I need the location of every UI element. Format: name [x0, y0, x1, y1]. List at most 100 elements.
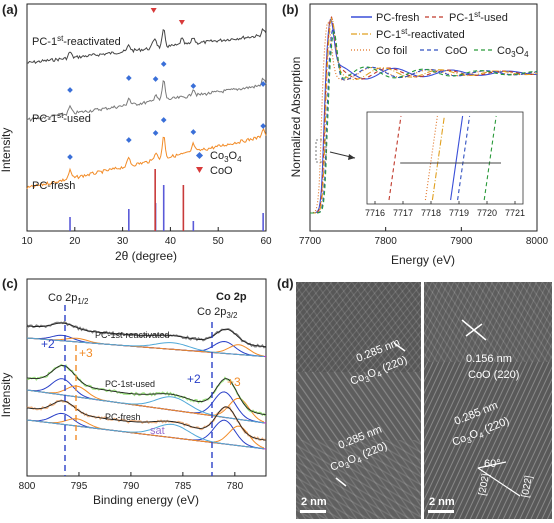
inset-ticklabel-7720: 7720	[477, 208, 497, 218]
inset-line-3	[450, 115, 464, 201]
inset-ticklabel-7718: 7718	[421, 208, 441, 218]
tem-left-d1-marker	[393, 342, 406, 352]
panel-a-legend: Co3O4 CoO	[195, 150, 242, 177]
tem-divider	[421, 282, 424, 519]
panel-a-ticklabel-20: 20	[69, 236, 81, 247]
panel-b-curves	[309, 15, 538, 214]
inset-curves	[388, 115, 501, 201]
inset-line-2	[431, 115, 445, 201]
legend-fresh-label: PC-fresh	[376, 12, 419, 24]
inset-line-5	[483, 115, 497, 201]
panel-b-ticklabel-8000: 8000	[526, 236, 549, 247]
marker-used-31.3	[125, 75, 132, 81]
legend-co3o4-marker	[195, 151, 204, 160]
marker-fresh-36.9	[152, 130, 159, 136]
tem-left-region-bottom	[296, 440, 421, 519]
inset-zoom-box	[315, 139, 327, 163]
series-label-used: PC-1st-used	[32, 111, 91, 125]
marker-fresh-59.4	[260, 123, 266, 129]
curve-used	[26, 77, 267, 122]
panel-b-label: (b)	[282, 2, 299, 17]
legend-coo-label: CoO	[210, 165, 233, 177]
b-curve-2	[310, 17, 538, 214]
plus3-left-label: +3	[79, 346, 93, 360]
tem-left-annotations: 0.285 nm Co3O4 (220) 0.285 nm Co3O4 (220…	[300, 336, 409, 513]
marker-used-36.9	[152, 76, 159, 82]
tem-right-shade	[424, 282, 552, 519]
marker-fresh-44.8	[190, 129, 197, 135]
marker-fresh-19	[67, 154, 73, 160]
panel-b: (b) 7700 7800 7900 8000 Energy (eV) Normali…	[282, 2, 549, 267]
plus2-right-label: +2	[187, 372, 201, 386]
inset-ticklabel-7716: 7716	[365, 208, 385, 218]
c-series-label-fresh: PC-fresh	[105, 412, 141, 422]
c-component-used-co3-12	[26, 385, 264, 424]
tem-right-angle-line2	[477, 467, 521, 497]
panel-c: (c) 800 795 790 785 780 Binding energy (eV) …	[0, 276, 267, 507]
inset-ticklabel-7721: 7721	[505, 208, 525, 218]
tem-left-image	[296, 282, 421, 519]
panel-a-frame	[26, 3, 267, 232]
panel-d-label: (d)	[277, 276, 294, 291]
marker-reactivated-coo-42	[178, 20, 185, 25]
marker-used-19	[67, 87, 73, 93]
tem-right-angle: 60°	[484, 458, 501, 470]
tem-left-shade	[296, 282, 421, 519]
tem-right-region-top	[424, 282, 552, 362]
legend-used-label: PC-1st-used	[449, 10, 508, 24]
c-fit-fresh	[26, 400, 266, 441]
plus2-left-label: +2	[41, 337, 55, 351]
tem-right-index2: [022]	[520, 474, 535, 498]
c-series-label-reactivated: PC-1st-reactivated	[95, 330, 170, 340]
panel-c-ticklabel-785: 785	[175, 481, 192, 492]
panel-c-ticklabel-795: 795	[71, 481, 88, 492]
panel-c-x-ticks: 800 795 790 785 780	[19, 472, 244, 492]
series-label-reactivated: PC-1st-reactivated	[32, 34, 121, 48]
panel-c-ticklabel-780: 780	[226, 481, 243, 492]
panel-b-ticklabel-7800: 7800	[375, 236, 398, 247]
sat-label: sat	[150, 425, 165, 437]
legend-co3o4-label: Co3O4	[210, 150, 242, 164]
inset-line-1	[424, 115, 438, 201]
panel-a-label: (a)	[2, 2, 18, 17]
c-component-reactivated-sat	[26, 337, 264, 357]
plus3-right-label: +3	[227, 375, 241, 389]
panel-a-ticklabel-10: 10	[21, 236, 33, 247]
marker-reactivated-coo-36	[150, 8, 157, 13]
tem-right-scale-bar	[428, 510, 454, 513]
legend-coo-label-b: CoO	[445, 45, 468, 57]
co2p12-label: Co 2p1/2	[48, 292, 89, 306]
marker-fresh-38.6	[160, 117, 167, 123]
panel-a: (a) 10 20 30 40 50 60 2θ (degree) Intensity P…	[0, 2, 272, 263]
marker-used-44.8	[190, 83, 197, 89]
curve-fresh	[26, 127, 267, 190]
panel-a-ticklabel-60: 60	[260, 236, 272, 247]
tem-left-region-top	[296, 282, 421, 372]
panel-c-ticklabel-800: 800	[19, 481, 36, 492]
legend-cofoil-label: Co foil	[376, 45, 407, 57]
legend-co3o4-label-b: Co3O4	[497, 45, 529, 59]
panel-b-ylabel: Normalized Absorption	[289, 57, 303, 178]
panel-c-title: Co 2p	[216, 291, 247, 303]
legend-coo-marker	[196, 167, 203, 173]
marker-used-59.4	[260, 81, 266, 87]
panel-b-legend: PC-fresh PC-1st-used PC-1st-reactivated …	[351, 10, 529, 59]
co2p32-label: Co 2p3/2	[197, 306, 238, 320]
inset-ticklabel-7717: 7717	[393, 208, 413, 218]
panel-c-frame	[26, 278, 267, 477]
inset-x-ticks: 7716 7717 7718 7719 7720 7721	[365, 201, 525, 218]
c-component-used-sat	[26, 389, 264, 424]
c-fit-used	[26, 365, 266, 416]
tem-right-angle-line1	[477, 461, 507, 469]
panel-a-ticklabel-30: 30	[117, 236, 129, 247]
panel-a-ticklabel-40: 40	[165, 236, 177, 247]
panel-c-label: (c)	[2, 276, 18, 291]
panel-a-peak-markers	[67, 8, 266, 160]
inset-ticklabel-7719: 7719	[449, 208, 469, 218]
tem-right-scale-label: 2 nm	[429, 496, 455, 508]
inset-frame	[366, 111, 524, 205]
panel-a-curves	[26, 28, 267, 190]
series-label-fresh: PC-fresh	[32, 180, 75, 192]
tem-right-index1: [202]	[477, 472, 492, 496]
